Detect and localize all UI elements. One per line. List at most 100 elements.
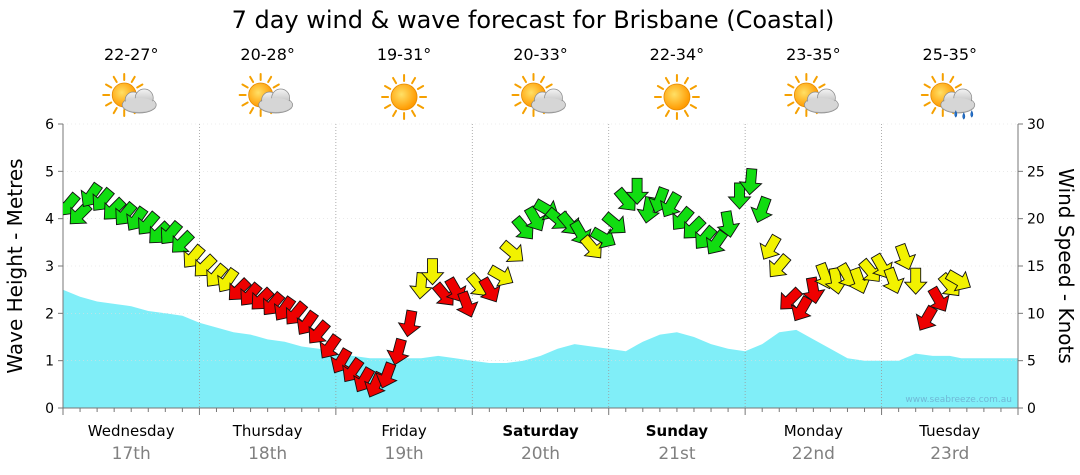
left-tick-label: 1	[45, 354, 54, 370]
cloud-shape	[121, 88, 157, 114]
wind-arrow	[228, 277, 252, 301]
sun-ray	[384, 104, 392, 109]
wind-arrow	[138, 210, 161, 235]
wind-arrow	[769, 252, 792, 278]
wind-arrow	[92, 186, 115, 211]
wind-arrow	[319, 333, 342, 359]
wind-arrow	[285, 300, 309, 325]
wind-arrow	[217, 266, 240, 293]
watermark: www.seabreeze.com.au	[905, 395, 1012, 405]
sun-ray	[249, 106, 255, 115]
sun-ray	[812, 75, 818, 84]
cloud-fill	[941, 98, 974, 112]
left-tick-label: 5	[45, 164, 54, 180]
wind-arrow	[882, 266, 905, 294]
rain-drop	[970, 110, 974, 118]
sun-ray	[112, 75, 118, 84]
wind-arrow	[801, 276, 826, 305]
wind-arrow	[695, 224, 718, 249]
right-tick-label: 30	[1027, 117, 1045, 133]
day-name-label: Wednesday	[88, 422, 175, 440]
sun-ray	[105, 101, 113, 107]
wind-arrow	[625, 177, 650, 205]
sunny-icon	[653, 74, 700, 120]
right-tick-label: 5	[1027, 354, 1036, 370]
right-axis-label: Wind Speed - Knots	[1054, 168, 1078, 364]
wind-arrow	[499, 239, 524, 263]
partly-cloudy-icon	[102, 73, 157, 117]
wind-arrow	[944, 269, 972, 292]
wind-arrow	[893, 242, 917, 271]
wind-arrow	[579, 234, 602, 259]
sun-ray	[954, 83, 962, 89]
sun-ray	[689, 104, 697, 109]
cloud-fill	[123, 98, 156, 112]
x-axis-day-labels: Wednesday 17th Thursday 18th Friday 19th Satur…	[88, 422, 981, 464]
day-temperature-label: 25-35°	[923, 45, 978, 64]
sun-ray	[656, 104, 665, 109]
wind-arrows	[63, 167, 972, 398]
sun-disc	[663, 83, 691, 111]
wind-arrow	[848, 266, 871, 294]
wind-arrow	[115, 200, 138, 226]
sun-ray	[787, 101, 795, 107]
cloud-fill	[532, 98, 565, 112]
cloud-shape	[531, 88, 566, 114]
wind-arrow	[375, 361, 398, 389]
sun-ray	[130, 75, 136, 84]
wind-arrow	[126, 205, 149, 231]
wind-arrow	[397, 309, 422, 338]
wind-arrow	[206, 262, 229, 287]
day-temperature-label: 20-33°	[513, 45, 568, 64]
day-name-label: Thursday	[232, 422, 303, 440]
sun-ray	[267, 75, 273, 84]
day-name-label: Saturday	[502, 422, 579, 440]
wind-arrow	[660, 190, 683, 218]
sun-ray	[514, 101, 522, 107]
wind-arrow	[69, 201, 93, 225]
sun-ray	[392, 76, 398, 85]
wind-arrow	[511, 215, 534, 240]
wind-arrow	[780, 286, 804, 310]
wind-arrow	[103, 196, 127, 220]
wind-arrow	[263, 290, 286, 316]
day-date-label: 19th	[385, 444, 424, 464]
cloud-shape	[940, 88, 976, 114]
sun-ray	[411, 109, 417, 118]
wind-arrow	[296, 309, 320, 335]
sun-ray	[931, 106, 937, 115]
sun-ray	[136, 83, 144, 89]
cloud-fill	[805, 98, 838, 112]
day-date-label: 21st	[658, 444, 695, 464]
sun-ray	[112, 106, 118, 115]
cloud-shape	[804, 88, 839, 114]
sun-ray	[545, 83, 553, 89]
wind-arrow	[738, 167, 763, 196]
left-tick-label: 0	[45, 401, 54, 417]
sun-ray	[522, 106, 527, 115]
wind-arrow	[601, 211, 626, 234]
wind-arrow	[251, 286, 275, 310]
rain-drop	[954, 110, 958, 118]
partly-cloudy-icon	[238, 73, 293, 117]
left-tick-label: 3	[45, 259, 54, 275]
sun-ray	[664, 109, 670, 118]
day-temperature-label: 23-35°	[786, 45, 841, 64]
left-axis-label: Wave Height - Metres	[3, 158, 27, 373]
wind-arrow	[716, 210, 741, 238]
sun-ray	[656, 85, 665, 90]
sun-disc	[390, 83, 418, 111]
wind-arrow	[308, 319, 331, 344]
sun-ray	[392, 109, 398, 118]
wind-arrow	[683, 215, 707, 239]
wind-arrow	[172, 229, 196, 253]
sun-ray	[241, 101, 249, 107]
sun-ray	[105, 83, 113, 89]
wind-arrow	[80, 181, 104, 208]
wind-arrow	[927, 285, 950, 312]
sun-ray	[272, 83, 280, 89]
sun-ray	[522, 75, 527, 84]
sun-ray	[664, 76, 670, 85]
day-date-label: 18th	[248, 444, 287, 464]
